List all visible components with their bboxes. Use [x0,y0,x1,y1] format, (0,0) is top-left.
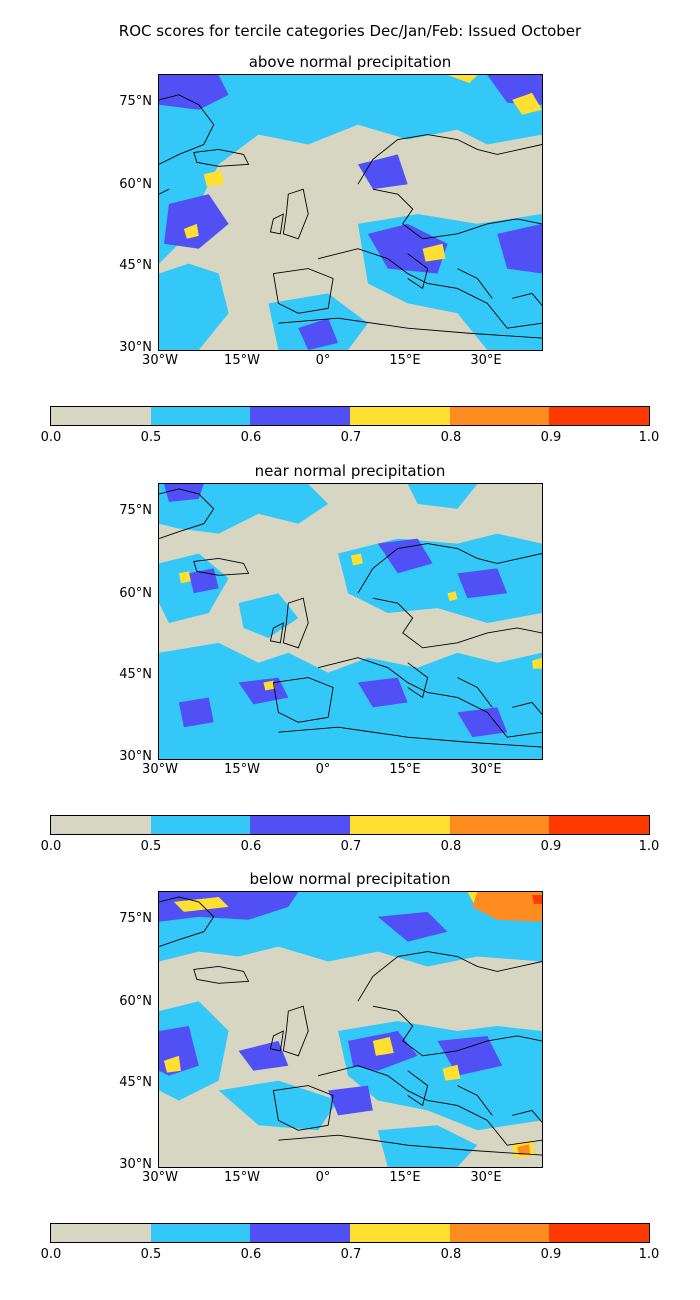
lat-label-60n: 60°N [119,177,152,192]
colorbar-segment [350,407,450,425]
colorbar-tick: 0.0 [40,1247,62,1262]
lat-label-75n: 75°N [119,911,152,926]
lat-label-60n: 60°N [119,586,152,601]
lon-label-0: 0° [315,762,331,777]
lat-label-30n: 30°N [119,1157,152,1172]
lon-label-15e: 15°E [389,353,421,368]
colorbar-segment [51,1224,151,1242]
colorbar-segment [51,407,151,425]
colorbar-tick: 0.7 [340,839,362,854]
colorbar-segment [150,407,251,425]
map-below-normal [158,891,543,1168]
lon-label-0: 0° [315,353,331,368]
panel-title: above normal precipitation [248,53,452,71]
colorbar-tick: 1.0 [638,1247,660,1262]
colorbar-segment [250,816,351,834]
panel-title: below normal precipitation [249,870,451,888]
panel-near-normal: near normal precipitation [0,409,700,854]
lon-label-15e: 15°E [389,1170,421,1185]
colorbar-segment [549,816,650,834]
map-near-normal [158,483,543,760]
colorbar [50,1223,650,1243]
lon-label-30e: 30°E [470,762,502,777]
lat-label-45n: 45°N [119,258,152,273]
lon-label-30w: 30°W [142,1170,178,1185]
lat-label-60n: 60°N [119,994,152,1009]
lat-label-75n: 75°N [119,94,152,109]
map-above-normal [158,74,543,351]
colorbar-tick: 1.0 [638,839,660,854]
lat-label-45n: 45°N [119,667,152,682]
lon-label-30w: 30°W [142,762,178,777]
colorbar-segment [150,1224,251,1242]
colorbar-segment [51,816,151,834]
lon-label-15e: 15°E [389,762,421,777]
colorbar-tick: 0.5 [140,430,162,445]
colorbar-segment [150,816,251,834]
colorbar-segment [250,407,351,425]
lat-label-30n: 30°N [119,749,152,764]
colorbar-tick: 0.5 [140,1247,162,1262]
colorbar-tick: 1.0 [638,430,660,445]
colorbar-segment [449,1224,550,1242]
colorbar-segment [350,1224,450,1242]
panel-title: near normal precipitation [254,462,446,480]
lon-label-30e: 30°E [470,353,502,368]
colorbar-tick: 0.8 [440,839,462,854]
panel-below-normal: below normal precipitation [0,817,700,1262]
lat-label-45n: 45°N [119,1075,152,1090]
colorbar-tick: 0.5 [140,839,162,854]
colorbar-tick: 0.9 [540,839,562,854]
colorbar-segment [449,816,550,834]
colorbar-tick: 0.8 [440,1247,462,1262]
colorbar-tick: 0.6 [240,430,262,445]
map-plot [159,75,542,350]
lat-label-30n: 30°N [119,340,152,355]
lon-label-30e: 30°E [470,1170,502,1185]
colorbar-segment [549,1224,650,1242]
colorbar-segment [549,407,650,425]
colorbar-tick: 0.9 [540,1247,562,1262]
colorbar [50,815,650,835]
colorbar-segment [350,816,450,834]
map-plot [159,892,542,1167]
panel-above-normal: above normal precipitation [0,0,700,445]
colorbar-tick: 0.7 [340,430,362,445]
colorbar-tick: 0.0 [40,430,62,445]
lon-label-15w: 15°W [224,762,260,777]
colorbar-tick: 0.0 [40,839,62,854]
lon-label-15w: 15°W [224,353,260,368]
colorbar-tick: 0.7 [340,1247,362,1262]
figure-title: ROC scores for tercile categories Dec/Ja… [118,22,582,40]
colorbar-tick: 0.9 [540,430,562,445]
lon-label-15w: 15°W [224,1170,260,1185]
colorbar-segment [449,407,550,425]
colorbar-tick: 0.8 [440,430,462,445]
colorbar-tick: 0.6 [240,839,262,854]
lon-label-0: 0° [315,1170,331,1185]
colorbar-segment [250,1224,351,1242]
colorbar [50,406,650,426]
colorbar-tick: 0.6 [240,1247,262,1262]
lon-label-30w: 30°W [142,353,178,368]
lat-label-75n: 75°N [119,503,152,518]
map-plot [159,484,542,759]
